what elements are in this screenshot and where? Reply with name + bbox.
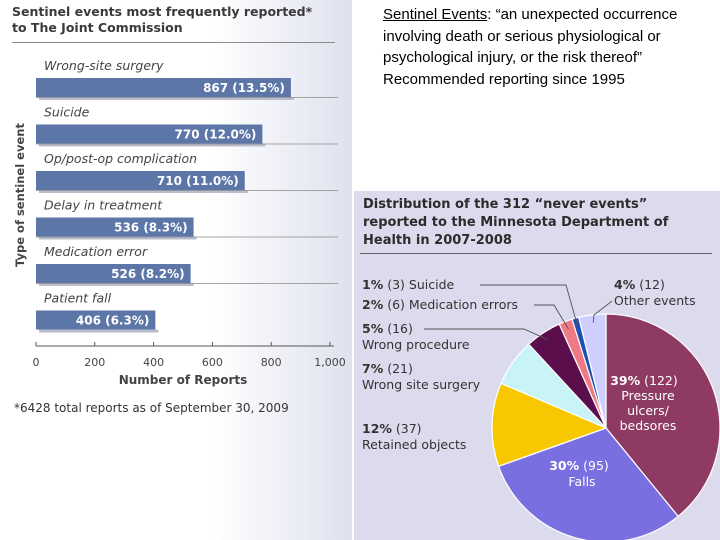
bar-value-label: 536 (8.3%) [114, 221, 187, 235]
bar-value-label: 406 (6.3%) [76, 314, 149, 328]
sentinel-event-definition: Sentinel Events: “an unexpected occurren… [383, 4, 708, 90]
definition-term: Sentinel Events [383, 6, 488, 23]
bar-shadow [39, 97, 294, 100]
bar [36, 171, 245, 190]
title-divider [12, 42, 335, 43]
x-tick-label: 1,000 [314, 356, 346, 369]
bar-chart-title: Sentinel events most frequently reported… [12, 4, 313, 35]
bar-shadow [39, 283, 194, 286]
bar-shadow [39, 190, 248, 193]
slice-label-text: Other events [614, 293, 696, 308]
pie-slice [577, 313, 607, 429]
slice-percent-label: 2% (6) Medication errors [362, 297, 518, 312]
leader-line [534, 304, 569, 330]
x-tick-label: 200 [84, 356, 105, 369]
leader-line [592, 300, 613, 323]
bar-value-label: 770 (12.0%) [175, 128, 257, 142]
bar-value-label: 710 (11.0%) [157, 174, 239, 188]
bar-value-label: 867 (13.5%) [203, 81, 285, 95]
bar-shadow [39, 143, 266, 147]
slice-percent-label: 5% (16) [362, 321, 413, 336]
leader-line [480, 284, 578, 326]
bar-chart: Type of sentinel event Wrong-site surgery… [13, 58, 346, 387]
x-tick-label: 400 [143, 356, 164, 369]
bar-value-label: 526 (8.2%) [111, 267, 184, 281]
reporting-note: Recommended reporting since 1995 [383, 70, 625, 88]
category-label: Delay in treatment [44, 198, 163, 213]
slice-percent-label: 7% (21) [362, 361, 413, 376]
bar [36, 264, 191, 283]
slice-label-text: Pressure [621, 388, 675, 403]
slice-percent-label: 4% (12) [614, 277, 665, 292]
category-label: Wrong-site surgery [44, 58, 164, 73]
bar [36, 124, 263, 144]
bar-shadow [39, 236, 197, 240]
bar-chart-footnote: *6428 total reports as of September 30, … [14, 401, 289, 415]
x-tick-label: 600 [202, 356, 223, 369]
slice-percent-label: 30% (95) [549, 458, 609, 473]
y-axis-label: Type of sentinel event [13, 123, 27, 267]
category-label: Patient fall [44, 291, 112, 306]
slice-label-text: Wrong site surgery [362, 377, 481, 392]
pie-slice [605, 313, 720, 518]
slice-percent-label: 1% (3) Suicide [362, 277, 454, 292]
slice-percent-label: 12% (37) [362, 421, 422, 436]
slice-label-text: Falls [568, 474, 595, 489]
pie-slice [491, 382, 608, 468]
pie-chart-title: Distribution of the 312 “never events” r… [363, 197, 669, 248]
slice-percent-label: 39% (122) [610, 373, 678, 388]
bar [36, 310, 156, 330]
bar-shadow [39, 329, 159, 333]
x-tick-label: 0 [33, 356, 40, 369]
slice-label-text: bedsores [620, 418, 677, 433]
category-label: Medication error [44, 244, 148, 259]
pie-slice [497, 427, 679, 540]
bar-chart-panel: Sentinel events most frequently reported… [0, 0, 352, 540]
x-axis-label: Number of Reports [119, 373, 248, 387]
definition-text: : “an unexpected occurrence involving de… [383, 6, 678, 66]
bar [36, 217, 194, 237]
pie-chart-panel: Distribution of the 312 “never events” r… [354, 191, 720, 540]
slice-label-text: Retained objects [362, 437, 466, 452]
title-divider [360, 253, 712, 254]
slice-label-text: Wrong procedure [362, 337, 470, 352]
category-label: Op/post-op complication [44, 151, 197, 166]
slice-label-text: ulcers/ [627, 403, 670, 418]
x-tick-label: 800 [261, 356, 282, 369]
category-label: Suicide [44, 105, 90, 120]
leader-line [424, 328, 548, 340]
bar [36, 78, 291, 97]
